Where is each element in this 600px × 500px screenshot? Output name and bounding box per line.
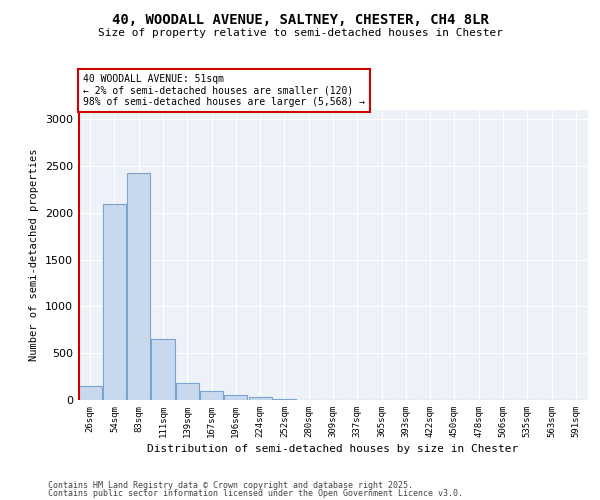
Bar bbox=[224, 395, 247, 400]
Y-axis label: Number of semi-detached properties: Number of semi-detached properties bbox=[29, 149, 40, 361]
Bar bbox=[127, 172, 150, 400]
Text: 40, WOODALL AVENUE, SALTNEY, CHESTER, CH4 8LR: 40, WOODALL AVENUE, SALTNEY, CHESTER, CH… bbox=[112, 12, 488, 26]
Bar bbox=[79, 386, 101, 400]
X-axis label: Distribution of semi-detached houses by size in Chester: Distribution of semi-detached houses by … bbox=[148, 444, 518, 454]
Bar bbox=[248, 396, 272, 400]
Text: Contains public sector information licensed under the Open Government Licence v3: Contains public sector information licen… bbox=[48, 488, 463, 498]
Text: 40 WOODALL AVENUE: 51sqm
← 2% of semi-detached houses are smaller (120)
98% of s: 40 WOODALL AVENUE: 51sqm ← 2% of semi-de… bbox=[83, 74, 365, 107]
Bar bbox=[273, 398, 296, 400]
Bar bbox=[200, 391, 223, 400]
Text: Contains HM Land Registry data © Crown copyright and database right 2025.: Contains HM Land Registry data © Crown c… bbox=[48, 481, 413, 490]
Bar bbox=[176, 382, 199, 400]
Bar bbox=[151, 338, 175, 400]
Text: Size of property relative to semi-detached houses in Chester: Size of property relative to semi-detach… bbox=[97, 28, 503, 38]
Bar bbox=[103, 204, 126, 400]
